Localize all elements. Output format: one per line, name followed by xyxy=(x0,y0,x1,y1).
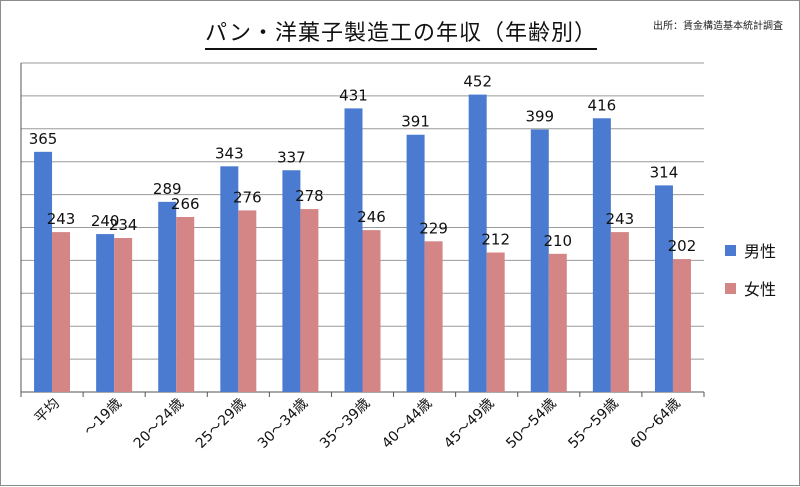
bar-female xyxy=(424,241,443,392)
data-label: 212 xyxy=(481,231,510,249)
data-label: 210 xyxy=(543,232,572,250)
bar-male xyxy=(282,170,301,392)
x-tick-label: 60～64歳 xyxy=(627,396,683,452)
data-label: 234 xyxy=(109,216,138,234)
x-tick-label: ～19歳 xyxy=(81,396,125,440)
bar-female xyxy=(610,232,629,392)
bar-male xyxy=(530,129,549,392)
bar-male xyxy=(654,185,673,392)
bar-male xyxy=(592,118,611,392)
source-note: 出所：賃金構造基本統計調査 xyxy=(653,21,783,32)
data-label: 276 xyxy=(233,188,262,206)
bar-female xyxy=(114,238,133,392)
bar-male xyxy=(220,166,239,392)
data-label: 391 xyxy=(401,113,430,131)
bar-female xyxy=(52,232,71,392)
data-label: 243 xyxy=(47,210,76,228)
bar-male xyxy=(468,94,487,393)
data-label: 365 xyxy=(29,130,58,148)
data-label: 399 xyxy=(525,107,554,125)
legend-label-female: 女性 xyxy=(744,280,777,299)
x-tick-label: 25～29歳 xyxy=(193,396,249,452)
data-label: 246 xyxy=(357,208,386,226)
data-label: 229 xyxy=(419,219,448,237)
x-tick-label: 50～54歳 xyxy=(503,396,559,452)
x-tick-label: 35～39歳 xyxy=(317,396,373,452)
data-label: 431 xyxy=(339,86,368,104)
data-label: 343 xyxy=(215,144,244,162)
legend-label-male: 男性 xyxy=(744,242,777,261)
data-label: 202 xyxy=(668,237,697,255)
legend-swatch-male xyxy=(725,244,736,256)
bar-male xyxy=(34,151,53,392)
data-label: 240 xyxy=(91,212,120,230)
legend-item-male: 男性 xyxy=(725,239,776,261)
bar-female xyxy=(238,210,257,392)
bar-female xyxy=(548,253,567,392)
legend: 男性 女性 xyxy=(725,239,776,315)
x-tick-label: 平均 xyxy=(32,396,63,427)
data-label: 314 xyxy=(650,163,679,181)
legend-item-female: 女性 xyxy=(725,277,776,299)
data-label: 416 xyxy=(588,96,617,114)
data-label: 278 xyxy=(295,187,324,205)
bar-female xyxy=(486,252,505,392)
chart-title: パン・洋菓子製造工の年収（年齢別） xyxy=(1,15,800,50)
data-label: 337 xyxy=(277,148,306,166)
bar-male xyxy=(96,234,115,392)
data-label: 266 xyxy=(171,195,200,213)
x-tick-label: 30～34歳 xyxy=(255,396,311,452)
bar-female xyxy=(300,209,319,392)
legend-swatch-female xyxy=(725,282,736,294)
x-tick-label: 55～59歳 xyxy=(565,396,621,452)
x-tick-label: 20～24歳 xyxy=(131,396,187,452)
bar-male xyxy=(406,134,425,393)
bar-male xyxy=(158,201,177,392)
bar-female xyxy=(176,216,195,392)
bar-male xyxy=(344,108,363,392)
data-label: 289 xyxy=(153,180,182,198)
x-tick-label: 45～49歳 xyxy=(441,396,497,452)
bar-female xyxy=(362,230,381,392)
chart-title-text: パン・洋菓子製造工の年収（年齢別） xyxy=(204,21,598,50)
bar-female xyxy=(672,259,691,392)
data-label: 243 xyxy=(606,210,635,228)
x-tick-label: 40～44歳 xyxy=(379,396,435,452)
data-label: 452 xyxy=(463,73,492,91)
